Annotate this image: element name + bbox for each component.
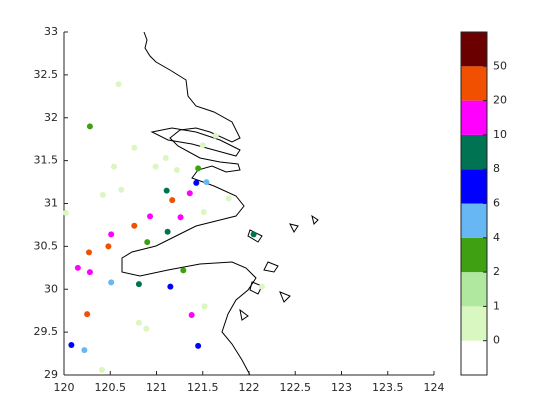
y-tick-label: 33 bbox=[44, 25, 58, 38]
y-tick-label: 30 bbox=[44, 282, 58, 295]
x-tick-label: 120.5 bbox=[95, 381, 127, 394]
x-tick-label: 123 bbox=[331, 381, 352, 394]
colorbar-bin bbox=[461, 134, 487, 170]
colorbar-tick-label: 8 bbox=[493, 162, 500, 175]
station-point bbox=[62, 209, 69, 216]
colorbar-bin bbox=[461, 306, 487, 341]
station-point bbox=[177, 214, 184, 221]
station-point bbox=[118, 186, 125, 193]
station-point bbox=[98, 366, 105, 373]
station-point bbox=[110, 163, 117, 170]
station-point bbox=[135, 281, 142, 288]
station-point bbox=[131, 144, 138, 151]
x-tick-label: 121.5 bbox=[187, 381, 219, 394]
x-tick-label: 120 bbox=[54, 381, 75, 394]
colorbar-bin bbox=[461, 237, 487, 273]
y-tick-label: 29 bbox=[44, 368, 58, 381]
station-point bbox=[68, 341, 75, 348]
colorbar-bin bbox=[461, 340, 487, 375]
station-point bbox=[225, 195, 232, 202]
station-point bbox=[162, 155, 169, 162]
station-point bbox=[74, 264, 81, 271]
colorbar-tick-label: 20 bbox=[493, 94, 507, 107]
station-point bbox=[85, 249, 92, 256]
station-point bbox=[135, 319, 142, 326]
colorbar-tick-label: 2 bbox=[493, 265, 500, 278]
station-point bbox=[195, 165, 202, 172]
station-point bbox=[81, 347, 88, 354]
station-point bbox=[173, 167, 180, 174]
station-point bbox=[180, 267, 187, 274]
station-point bbox=[131, 222, 138, 229]
station-point bbox=[212, 132, 219, 139]
colorbar-bin bbox=[461, 272, 487, 307]
colorbar-tick-label: 1 bbox=[493, 299, 500, 312]
colorbar-tick-label: 0 bbox=[493, 334, 500, 347]
x-tick-label: 121 bbox=[146, 381, 167, 394]
x-tick-label: 123.5 bbox=[372, 381, 404, 394]
station-point bbox=[115, 81, 122, 88]
station-point bbox=[186, 190, 193, 197]
colorbar-bin bbox=[461, 100, 487, 135]
x-tick-label: 122.5 bbox=[280, 381, 312, 394]
station-point bbox=[167, 283, 174, 290]
station-point bbox=[152, 163, 159, 170]
x-tick-label: 122 bbox=[239, 381, 260, 394]
y-tick-label: 31 bbox=[44, 197, 58, 210]
station-point bbox=[108, 279, 115, 286]
station-point bbox=[258, 283, 265, 290]
coastline bbox=[121, 31, 319, 376]
station-point bbox=[203, 179, 210, 186]
colorbar-bin bbox=[461, 32, 487, 67]
station-point bbox=[86, 123, 93, 130]
station-point bbox=[193, 179, 200, 186]
y-tick-label: 32.5 bbox=[34, 68, 59, 81]
colorbar-tick-label: 4 bbox=[493, 231, 500, 244]
station-point bbox=[199, 142, 206, 149]
colorbar-tick-label: 10 bbox=[493, 128, 507, 141]
station-point bbox=[105, 243, 112, 250]
y-tick-label: 31.5 bbox=[34, 154, 59, 167]
station-point bbox=[144, 239, 151, 246]
station-point bbox=[86, 269, 93, 276]
colorbar-bin bbox=[461, 66, 487, 101]
station-point bbox=[250, 231, 257, 238]
station-point bbox=[188, 311, 195, 318]
station-point bbox=[108, 231, 115, 238]
station-point bbox=[200, 209, 207, 216]
colorbar-tick-label: 50 bbox=[493, 59, 507, 72]
station-point bbox=[195, 342, 202, 349]
colorbar-tick-label: 6 bbox=[493, 197, 500, 210]
station-point bbox=[201, 303, 208, 310]
station-point bbox=[163, 187, 170, 194]
station-point bbox=[164, 228, 171, 235]
station-point bbox=[84, 311, 91, 318]
colorbar-bin bbox=[461, 169, 487, 204]
station-point bbox=[147, 213, 154, 220]
colorbar-bin bbox=[461, 203, 487, 238]
y-tick-label: 29.5 bbox=[34, 325, 59, 338]
station-point bbox=[143, 325, 150, 332]
x-tick-label: 124 bbox=[424, 381, 445, 394]
y-tick-label: 32 bbox=[44, 111, 58, 124]
station-point bbox=[99, 191, 106, 198]
y-tick-label: 30.5 bbox=[34, 239, 59, 252]
station-point bbox=[169, 197, 176, 204]
